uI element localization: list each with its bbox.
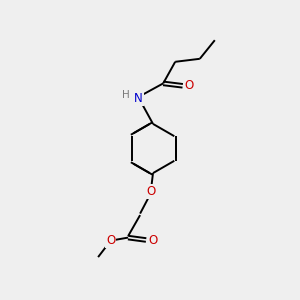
Text: O: O bbox=[185, 79, 194, 92]
Text: O: O bbox=[106, 234, 115, 247]
Text: H: H bbox=[122, 90, 130, 100]
Text: N: N bbox=[134, 92, 143, 105]
Text: O: O bbox=[148, 233, 157, 247]
Text: O: O bbox=[146, 185, 155, 198]
